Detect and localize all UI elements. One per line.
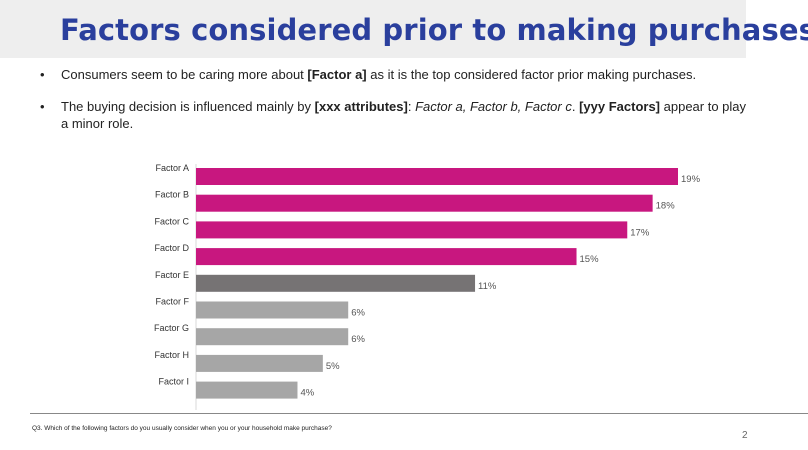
bar: [196, 194, 653, 212]
bullet-italic-text: Factor a, Factor b, Factor c: [415, 99, 572, 114]
bar: [196, 168, 678, 185]
bullet-text: .: [571, 99, 580, 114]
value-label: 4%: [300, 388, 314, 399]
bullet-list: Consumers seem to be caring more about […: [34, 66, 754, 147]
bullet-text: :: [407, 99, 416, 114]
footer-divider: [30, 413, 808, 414]
bullet-bold-text: [yyy Factors]: [579, 99, 661, 114]
bar: [196, 354, 323, 372]
value-label: 11%: [478, 281, 497, 292]
bullet-text: appear to play a minor role.: [61, 99, 747, 131]
value-label: 19%: [681, 174, 701, 185]
value-label: 5%: [326, 361, 340, 372]
bar-chart: Factor A 19% Factor B 18% Factor C 17% Factor …: [154, 163, 701, 410]
title-band: [0, 0, 808, 58]
bar: [196, 274, 476, 292]
bullet-text: The buying decision is influenced mainly…: [61, 99, 315, 114]
value-label: 6%: [351, 334, 365, 345]
bullet-item: The buying decision is influenced mainly…: [34, 98, 754, 132]
bullet-bold-text: [xxx attributes]: [314, 99, 408, 114]
value-label: 18%: [656, 201, 676, 212]
category-label: Factor I: [158, 377, 189, 387]
value-label: 15%: [580, 254, 600, 265]
survey-question: Q3. Which of the following factors do yo…: [32, 425, 332, 432]
category-label: Factor B: [155, 190, 189, 200]
category-label: Factor H: [154, 350, 189, 360]
bar: [196, 221, 628, 239]
page-number: 2: [742, 430, 748, 441]
bullet-item: Consumers seem to be caring more about […: [34, 66, 754, 83]
value-label: 6%: [351, 308, 365, 319]
bar: [196, 328, 349, 346]
bar: [196, 248, 577, 266]
bar: [196, 381, 298, 399]
category-label: Factor E: [155, 270, 189, 280]
category-label: Factor G: [154, 323, 189, 333]
bullet-text: Consumers seem to be caring more about: [61, 67, 308, 82]
bullet-text: as it is the top considered factor prior…: [366, 67, 697, 82]
category-label: Factor A: [155, 163, 189, 173]
page-title: Factors considered prior to making purch…: [60, 13, 808, 47]
value-label: 17%: [630, 227, 650, 238]
category-label: Factor D: [154, 243, 189, 253]
category-label: Factor C: [154, 216, 189, 226]
bar: [196, 301, 349, 319]
bullet-bold-text: [Factor a]: [307, 67, 367, 82]
category-label: Factor F: [155, 297, 189, 307]
